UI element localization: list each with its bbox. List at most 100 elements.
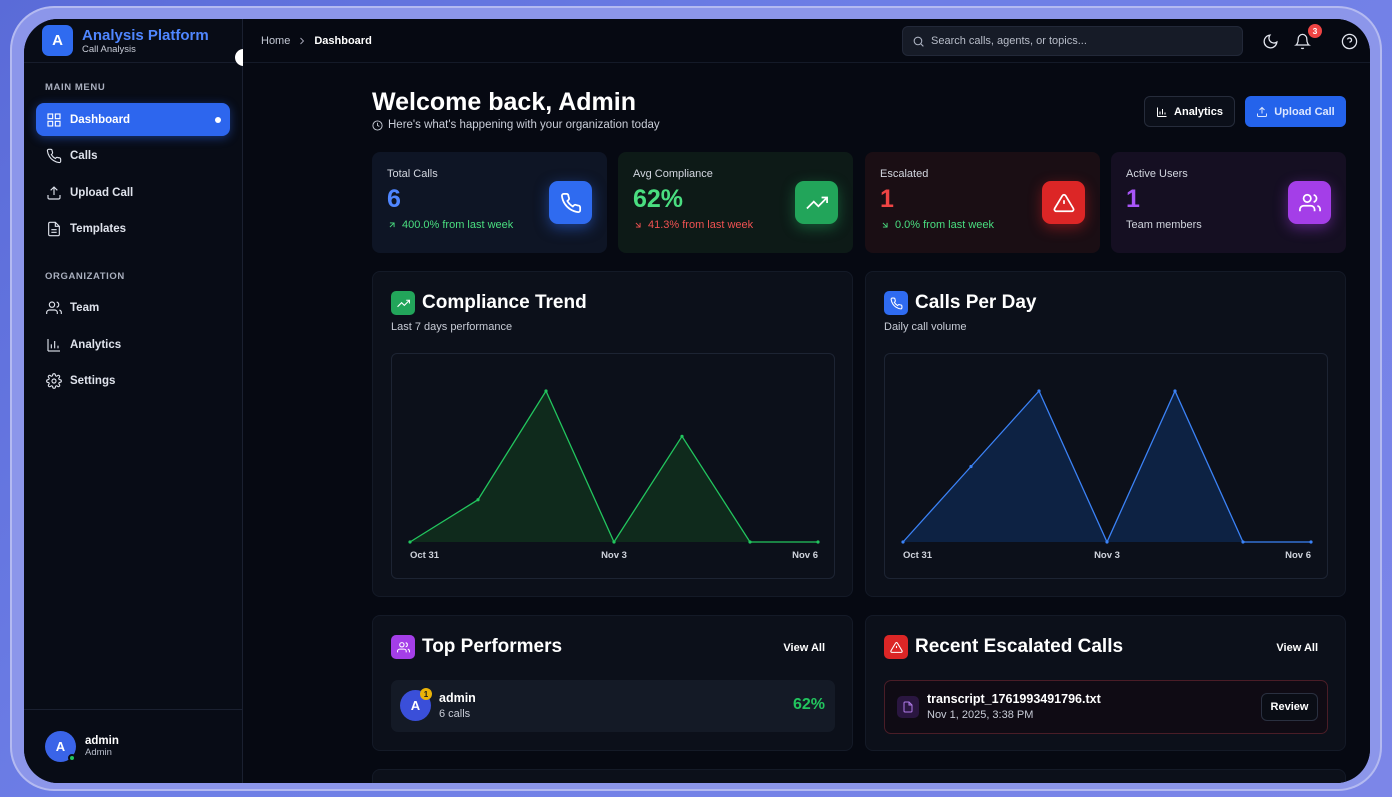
grid-icon: [47, 112, 61, 127]
data-point[interactable]: [476, 498, 480, 502]
sidebar-item-label: Team: [70, 301, 100, 314]
data-point[interactable]: [816, 540, 820, 544]
panel-title: Compliance Trend: [391, 291, 587, 315]
search-bar[interactable]: [902, 26, 1243, 56]
device-frame: A Analysis Platform Call Analysis MAIN M…: [10, 6, 1382, 791]
rank-badge: 1: [420, 688, 432, 700]
users-icon: [391, 635, 415, 659]
main-menu-label: MAIN MENU: [45, 82, 106, 93]
x-tick-label: Oct 31: [410, 550, 440, 561]
sidebar-item-analytics[interactable]: Analytics: [36, 328, 230, 361]
brand[interactable]: A Analysis Platform Call Analysis: [24, 19, 242, 63]
sidebar-item-label: Settings: [70, 374, 116, 387]
upload-icon: [1257, 106, 1268, 117]
stat-icon-box: [1288, 181, 1331, 224]
sidebar-item-label: Upload Call: [70, 186, 134, 199]
data-point[interactable]: [748, 540, 752, 544]
top-performers-panel: Top Performers View All A 1 admin 6 call…: [372, 615, 853, 751]
help-circle-icon[interactable]: [1341, 33, 1358, 50]
chevron-right-icon: [300, 37, 305, 44]
arrow-down-right-icon: [635, 222, 641, 228]
data-point[interactable]: [408, 540, 412, 544]
sidebar-item-upload-call[interactable]: Upload Call: [36, 176, 230, 209]
escalated-date: Nov 1, 2025, 3:38 PM: [927, 709, 1034, 721]
clock-icon: [372, 119, 383, 131]
sidebar-item-label: Analytics: [70, 338, 122, 351]
review-button[interactable]: Review: [1261, 693, 1318, 721]
notification-badge: 3: [1308, 24, 1322, 38]
sidebar-item-dashboard[interactable]: Dashboard: [36, 103, 230, 136]
search-input[interactable]: [931, 35, 1231, 47]
brand-name: Analysis Platform: [82, 26, 209, 44]
moon-icon[interactable]: [1262, 33, 1279, 50]
stat-icon-box: [795, 181, 838, 224]
sidebar-item-templates[interactable]: Templates: [36, 212, 230, 245]
stat-change: 0.0% from last week: [880, 219, 1085, 231]
page-title: Welcome back, Admin: [372, 88, 636, 116]
data-point[interactable]: [1241, 540, 1245, 544]
sidebar-item-team[interactable]: Team: [36, 291, 230, 324]
document-icon: [48, 221, 60, 236]
recent-escalated-panel: Recent Escalated Calls View All transcri…: [865, 615, 1346, 751]
x-tick-label: Nov 6: [1285, 550, 1311, 561]
series-area: [903, 391, 1311, 542]
stat-value: 1: [880, 185, 894, 213]
performer-calls: 6 calls: [439, 708, 471, 720]
upload-icon: [47, 185, 61, 200]
data-point[interactable]: [544, 389, 548, 393]
data-point[interactable]: [1105, 540, 1109, 544]
trending-up-icon: [391, 291, 415, 315]
breadcrumb-home[interactable]: Home: [261, 34, 291, 47]
phone-icon: [46, 148, 62, 163]
stat-card-total-calls[interactable]: Total Calls 6 400.0% from last week: [372, 152, 607, 253]
upload-call-button[interactable]: Upload Call: [1245, 96, 1346, 127]
bell-icon[interactable]: [1294, 33, 1311, 50]
compliance-trend-panel: Compliance Trend Last 7 days performance…: [372, 271, 853, 597]
file-icon: [897, 696, 919, 718]
trending-up-icon: [805, 196, 828, 209]
data-point[interactable]: [901, 540, 905, 544]
stat-label: Escalated: [880, 168, 929, 180]
stat-label: Avg Compliance: [633, 168, 713, 180]
calls-chart-svg: Oct 31 Nov 3 Nov 6: [901, 389, 1313, 561]
calls-chart[interactable]: Oct 31 Nov 3 Nov 6: [884, 353, 1328, 579]
user-role: Admin: [85, 747, 112, 758]
x-tick-label: Oct 31: [903, 550, 933, 561]
main-content: Home Dashboard 3 Welcome back, Admin Her…: [243, 19, 1370, 783]
sidebar-item-settings[interactable]: Settings: [36, 364, 230, 397]
online-status-dot: [68, 754, 76, 762]
x-tick-label: Nov 3: [1094, 550, 1120, 561]
escalated-file-name: transcript_1761993491796.txt: [927, 692, 1101, 706]
view-all-performers-link[interactable]: View All: [783, 642, 825, 654]
performer-score: 62%: [792, 696, 825, 713]
sidebar-item-calls[interactable]: Calls: [36, 139, 230, 172]
search-icon: [913, 36, 924, 47]
stat-card-avg-compliance[interactable]: Avg Compliance 62% 41.3% from last week: [618, 152, 853, 253]
sidebar-item-label: Templates: [70, 222, 127, 235]
compliance-chart[interactable]: Oct 31 Nov 3 Nov 6: [391, 353, 835, 579]
user-profile[interactable]: A admin Admin: [24, 709, 243, 783]
breadcrumb-current: Dashboard: [314, 34, 372, 47]
data-point[interactable]: [1173, 389, 1177, 393]
list-item[interactable]: transcript_1761993491796.txt Nov 1, 2025…: [884, 680, 1328, 734]
bar-chart-icon: [1157, 107, 1167, 117]
page-subtitle: Here's what's happening with your organi…: [372, 119, 660, 131]
list-item[interactable]: A 1 admin 6 calls 62%: [391, 680, 835, 732]
stat-card-escalated[interactable]: Escalated 1 0.0% from last week: [865, 152, 1100, 253]
panel-title: Recent Escalated Calls: [884, 635, 1123, 659]
data-point[interactable]: [680, 434, 684, 438]
alert-triangle-icon: [884, 635, 908, 659]
data-point[interactable]: [969, 464, 973, 469]
stat-icon-box: [549, 181, 592, 224]
analytics-button[interactable]: Analytics: [1144, 96, 1235, 127]
alert-triangle-icon: [1053, 193, 1074, 212]
view-all-escalated-link[interactable]: View All: [1276, 642, 1318, 654]
stat-card-active-users[interactable]: Active Users 1 Team members: [1111, 152, 1346, 253]
panel-subtitle: Last 7 days performance: [391, 321, 513, 333]
panel-subtitle: Daily call volume: [884, 321, 967, 333]
users-icon: [46, 300, 62, 314]
data-point[interactable]: [612, 540, 616, 544]
data-point[interactable]: [1309, 540, 1313, 544]
data-point[interactable]: [1037, 389, 1041, 393]
stat-value: 6: [387, 185, 401, 213]
